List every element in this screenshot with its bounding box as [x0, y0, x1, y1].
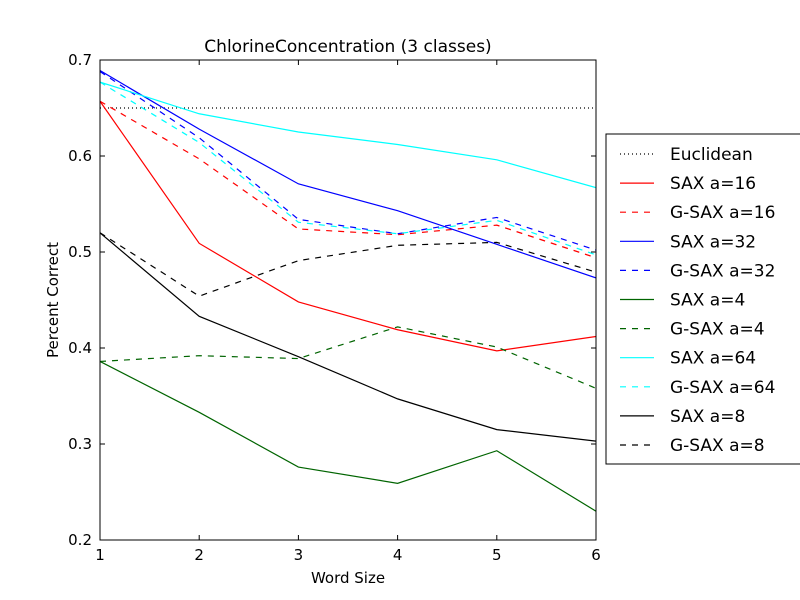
legend-label-7: SAX a=64 [670, 349, 756, 369]
series-line-1 [100, 100, 596, 352]
legend-label-0: Euclidean [670, 145, 753, 165]
x-tick-label: 6 [591, 546, 601, 564]
legend: Euclidean SAX a=16 G-SAX a=16 SAX a=32 G-SAX… [605, 133, 800, 465]
legend-label-2: G-SAX a=16 [670, 203, 775, 223]
legend-label-6: G-SAX a=4 [670, 320, 765, 340]
legend-label-4: G-SAX a=32 [670, 261, 775, 281]
y-tick-label: 0.4 [68, 339, 92, 357]
x-tick-label: 5 [492, 546, 502, 564]
series-layer [100, 70, 596, 512]
legend-label-10: G-SAX a=8 [670, 436, 765, 456]
x-axis-label: Word Size [311, 569, 385, 587]
x-tick-label: 1 [95, 546, 105, 564]
legend-label-3: SAX a=32 [670, 232, 756, 252]
legend-label-1: SAX a=16 [670, 174, 756, 194]
y-tick-label: 0.5 [68, 243, 92, 261]
chart-title: ChlorineConcentration (3 classes) [204, 37, 491, 57]
ticks-layer: 1 2 3 4 5 6 0.2 0.3 0.4 0.5 0.6 0.7 [68, 51, 601, 564]
y-tick-label: 0.3 [68, 435, 92, 453]
series-line-6 [100, 326, 596, 389]
series-line-8 [100, 81, 596, 256]
y-axis-label: Percent Correct [44, 242, 62, 358]
series-line-5 [100, 360, 596, 512]
series-line-9 [100, 232, 596, 442]
x-tick-label: 4 [393, 546, 403, 564]
y-tick-label: 0.2 [68, 531, 92, 549]
series-line-3 [100, 70, 596, 279]
legend-label-5: SAX a=4 [670, 291, 745, 311]
series-line-7 [100, 81, 596, 189]
series-line-4 [100, 71, 596, 251]
y-tick-label: 0.7 [68, 51, 92, 69]
legend-label-8: G-SAX a=64 [670, 378, 775, 398]
x-tick-label: 2 [194, 546, 204, 564]
series-line-2 [100, 100, 596, 259]
plot-frame [99, 59, 597, 541]
legend-label-9: SAX a=8 [670, 407, 745, 427]
y-tick-label: 0.6 [68, 147, 92, 165]
series-line-10 [100, 232, 596, 297]
x-tick-label: 3 [294, 546, 304, 564]
